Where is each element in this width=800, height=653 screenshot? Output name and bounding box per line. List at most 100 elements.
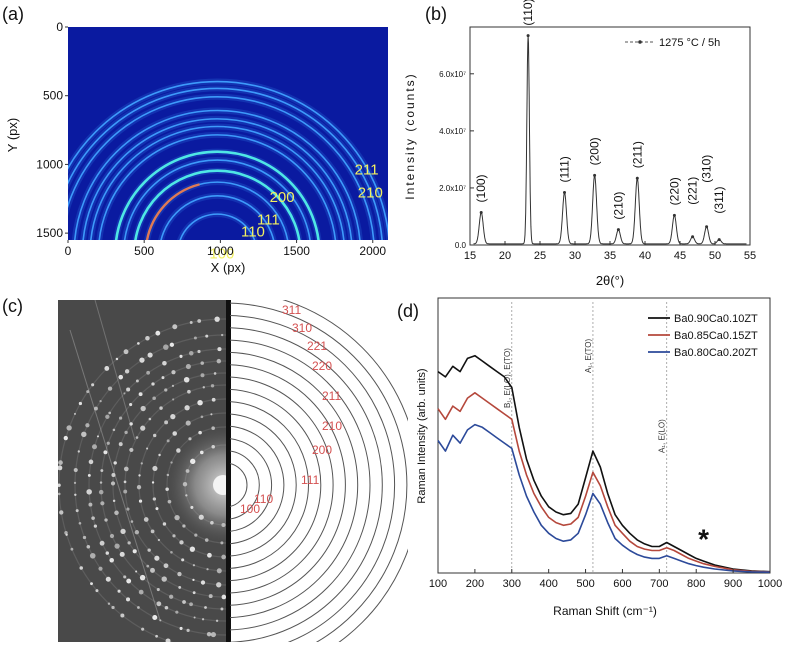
panel-d-asterisk: *: [698, 524, 709, 555]
x-tick-label: 1500: [283, 244, 310, 258]
indexed-ring: [230, 302, 408, 642]
y-tick-label: 1000: [36, 157, 63, 171]
panel-a-diffraction-rings: [68, 78, 388, 240]
ring-label-100: 100: [209, 245, 234, 262]
indexed-ring: [230, 351, 359, 619]
panel-a-xlabel: X (px): [211, 260, 246, 275]
peak-point: [635, 176, 639, 180]
ring-label-221: 221: [307, 339, 327, 353]
ring-label-311: 311: [282, 303, 301, 317]
ring-label-310: 310: [292, 321, 312, 335]
indexed-ring: [230, 401, 309, 569]
y-tick-label: 0.0: [455, 241, 467, 250]
y-tick-label: 6.0x10⁷: [439, 70, 466, 79]
panel-b-x-ticks: 15 20 25 30 35 40 45 50 55: [464, 241, 756, 262]
x-tick-label: 50: [709, 250, 721, 262]
xrd-curve: [473, 35, 747, 245]
y-tick-label: 4.0x10⁷: [439, 127, 466, 136]
panel-c-indexed-rings: [230, 300, 408, 642]
mode-label: B₁, E(LO), E(TO): [503, 348, 512, 408]
ring-label-200: 200: [312, 443, 332, 457]
x-tick-label: 700: [650, 578, 668, 590]
panel-b-xrd-pattern: [473, 34, 747, 245]
panel-d-legend: Ba0.90Ca0.10ZT Ba0.85Ca0.15ZT Ba0.80Ca0.20…: [648, 313, 758, 359]
x-tick-label: 500: [576, 578, 594, 590]
indexed-ring: [230, 314, 396, 642]
peak-point: [691, 235, 695, 239]
legend-label: Ba0.90Ca0.10ZT: [674, 313, 758, 325]
ring-label-211: 211: [355, 162, 379, 179]
x-tick-label: 100: [429, 578, 447, 590]
peak-point: [616, 228, 620, 232]
mode-label: A₁, E(TO): [584, 339, 593, 373]
indexed-ring: [230, 438, 273, 532]
panel-d-ylabel: Raman Intensity (arb. units): [416, 368, 428, 503]
x-tick-label: 20: [499, 250, 511, 262]
peak-label: (311): [712, 186, 726, 213]
indexed-ring: [230, 463, 248, 507]
peak-label: (221): [686, 177, 700, 205]
ring-label-110: 110: [241, 224, 265, 241]
x-tick-label: 200: [466, 578, 484, 590]
peak-label: (211): [630, 141, 644, 168]
indexed-ring: [230, 413, 297, 557]
peak-label: (200): [588, 137, 602, 165]
x-tick-label: 600: [613, 578, 631, 590]
x-tick-label: 2000: [359, 244, 386, 258]
panel-a-x-ticks: 0 500 1000 1500 2000: [65, 240, 386, 258]
panel-d-mode-lines: B₁, E(LO), E(TO) A₁, E(TO) A₁, E(LO): [503, 302, 668, 573]
x-tick-label: 800: [687, 578, 705, 590]
diffraction-ring: [82, 118, 353, 240]
diffraction-ring: [68, 96, 375, 240]
diffraction-ring: [134, 169, 301, 240]
diffraction-ring: [179, 213, 256, 240]
ring-label-110: 110: [254, 492, 273, 506]
ring-label-210: 210: [358, 184, 383, 201]
panel-d-raman-spectra: [437, 354, 771, 573]
indexed-ring: [230, 425, 285, 545]
raman-series-line: [437, 391, 771, 573]
panel-d: B₁, E(LO), E(TO) A₁, E(TO) A₁, E(LO) 100 20…: [416, 297, 782, 618]
indexed-ring: [230, 327, 383, 642]
indexed-ring: [230, 450, 260, 520]
panel-label-a: (a): [2, 4, 24, 24]
panel-c-saed-image: [58, 300, 234, 642]
x-tick-label: 40: [639, 250, 651, 262]
panel-b: 0.0 2.0x10⁷ 4.0x10⁷ 6.0x10⁷ 15 20 25 30 35 40 45 5…: [403, 0, 756, 288]
panel-b-plot-frame: [469, 26, 751, 246]
peak-point: [672, 213, 676, 217]
ring-label-220: 220: [312, 359, 332, 373]
indexed-ring: [230, 364, 346, 606]
panel-a-y-ticks: 0 500 1000 1500: [36, 20, 68, 240]
peak-label: (310): [700, 155, 714, 183]
raman-series-line: [437, 354, 771, 573]
panel-label-b: (b): [425, 4, 447, 24]
panel-b-peak-labels: (100) (110) (111) (200) (210) (211) (220) (221)…: [474, 0, 726, 220]
diffraction-ring: [90, 125, 345, 240]
peak-point: [705, 225, 709, 229]
ring-label-100: 100: [240, 502, 260, 516]
panel-label-d: (d): [397, 301, 419, 321]
panel-d-xlabel: Raman Shift (cm⁻¹): [553, 604, 657, 618]
x-tick-label: 55: [744, 250, 756, 262]
diffraction-ring: [123, 159, 311, 240]
peak-label: (100): [474, 174, 488, 202]
diffraction-ring: [114, 150, 320, 240]
x-tick-label: 500: [134, 244, 154, 258]
x-tick-label: 1000: [758, 578, 782, 590]
ring-label-111: 111: [301, 473, 320, 487]
panel-a-ylabel: Y (px): [5, 118, 20, 152]
diffraction-ring: [68, 80, 388, 239]
diffraction-ring: [160, 195, 275, 240]
diffraction-ring: [68, 87, 383, 240]
peak-label: (111): [558, 156, 572, 182]
y-tick-label: 0: [56, 20, 63, 34]
x-tick-label: 300: [503, 578, 521, 590]
diffraction-ring: [146, 181, 289, 240]
x-tick-label: 0: [65, 244, 72, 258]
panel-label-c: (c): [2, 296, 23, 316]
x-tick-label: 1000: [207, 244, 234, 258]
